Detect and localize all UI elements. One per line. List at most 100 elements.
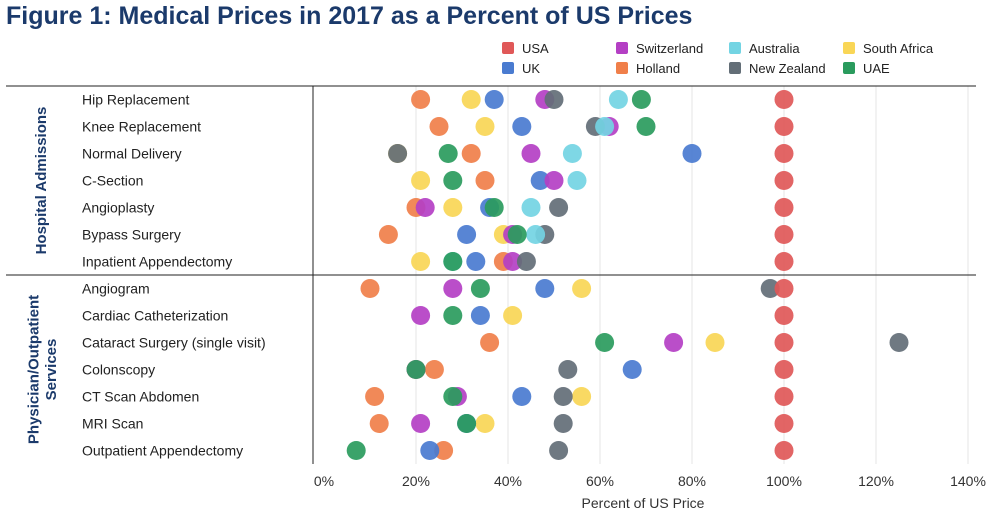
- point-uae: [457, 414, 477, 433]
- x-tick-label: 140%: [950, 473, 986, 489]
- legend-swatch: [843, 62, 855, 74]
- category-label: Knee Replacement: [82, 119, 201, 135]
- point-south-africa: [503, 306, 523, 325]
- x-tick-label: 60%: [586, 473, 614, 489]
- point-south-africa: [475, 414, 495, 433]
- point-switzerland: [544, 171, 564, 190]
- point-australia: [608, 90, 628, 109]
- point-australia: [595, 117, 615, 136]
- point-new-zealand: [553, 414, 573, 433]
- point-uae: [346, 441, 366, 460]
- category-label: Outpatient Appendectomy: [82, 443, 243, 459]
- legend-label: UK: [522, 61, 540, 76]
- point-australia: [526, 225, 546, 244]
- point-uk: [466, 252, 486, 271]
- point-uae: [443, 306, 463, 325]
- point-usa: [774, 441, 794, 460]
- point-holland: [461, 144, 481, 163]
- point-australia: [562, 144, 582, 163]
- x-tick-label: 0%: [314, 473, 334, 489]
- point-south-africa: [572, 387, 592, 406]
- point-south-africa: [475, 117, 495, 136]
- point-holland: [411, 90, 431, 109]
- category-label: Angioplasty: [82, 200, 154, 216]
- point-uae: [595, 333, 615, 352]
- point-switzerland: [411, 306, 431, 325]
- category-label: Normal Delivery: [82, 146, 182, 162]
- point-uae: [406, 360, 426, 379]
- point-uk: [512, 387, 532, 406]
- category-label: C-Section: [82, 173, 143, 189]
- x-tick-label: 80%: [678, 473, 706, 489]
- category-label: Bypass Surgery: [82, 227, 181, 243]
- point-switzerland: [521, 144, 541, 163]
- point-usa: [774, 387, 794, 406]
- point-new-zealand: [558, 360, 578, 379]
- point-uae: [507, 225, 527, 244]
- legend-swatch: [502, 62, 514, 74]
- x-tick-label: 20%: [402, 473, 430, 489]
- point-south-africa: [411, 252, 431, 271]
- point-new-zealand: [549, 441, 569, 460]
- point-australia: [567, 171, 587, 190]
- point-new-zealand: [549, 198, 569, 217]
- point-usa: [774, 117, 794, 136]
- point-uae: [636, 117, 656, 136]
- point-holland: [360, 279, 380, 298]
- point-usa: [774, 360, 794, 379]
- point-uae: [443, 171, 463, 190]
- point-switzerland: [443, 279, 463, 298]
- point-holland: [369, 414, 389, 433]
- x-tick-label: 120%: [858, 473, 894, 489]
- point-holland: [480, 333, 500, 352]
- point-south-africa: [572, 279, 592, 298]
- legend-swatch: [729, 62, 741, 74]
- group-label: Hospital Admissions: [33, 107, 50, 255]
- point-uae: [484, 198, 504, 217]
- point-uk: [420, 441, 440, 460]
- category-label: MRI Scan: [82, 416, 143, 432]
- legend-swatch: [502, 42, 514, 54]
- point-australia: [521, 198, 541, 217]
- point-south-africa: [461, 90, 481, 109]
- legend-label: Australia: [749, 41, 800, 56]
- point-holland: [434, 441, 454, 460]
- point-new-zealand: [889, 333, 909, 352]
- point-new-zealand: [553, 387, 573, 406]
- legend-label: USA: [522, 41, 549, 56]
- category-label: CT Scan Abdomen: [82, 389, 199, 405]
- legend-label: Holland: [636, 61, 680, 76]
- point-uk: [682, 144, 702, 163]
- group-label: Physician/OutpatientServices: [26, 295, 60, 444]
- point-uk: [512, 117, 532, 136]
- point-switzerland: [415, 198, 435, 217]
- point-uk: [535, 279, 555, 298]
- legend-swatch: [843, 42, 855, 54]
- point-uae: [443, 387, 463, 406]
- point-usa: [774, 414, 794, 433]
- legend-label: UAE: [863, 61, 890, 76]
- point-uae: [438, 144, 458, 163]
- point-uk: [457, 225, 477, 244]
- point-usa: [774, 333, 794, 352]
- point-new-zealand: [516, 252, 536, 271]
- x-tick-label: 100%: [766, 473, 802, 489]
- x-tick-label: 40%: [494, 473, 522, 489]
- point-new-zealand: [760, 279, 780, 298]
- point-holland: [365, 387, 385, 406]
- point-south-africa: [411, 171, 431, 190]
- point-uk: [484, 90, 504, 109]
- category-label: Colonscopy: [82, 362, 155, 378]
- point-uae: [443, 252, 463, 271]
- point-usa: [774, 144, 794, 163]
- point-usa: [774, 225, 794, 244]
- point-uk: [470, 306, 490, 325]
- point-south-africa: [705, 333, 725, 352]
- point-usa: [774, 306, 794, 325]
- point-uae: [631, 90, 651, 109]
- point-usa: [774, 198, 794, 217]
- legend-label: New Zealand: [749, 61, 826, 76]
- legend-label: Switzerland: [636, 41, 703, 56]
- point-holland: [429, 117, 449, 136]
